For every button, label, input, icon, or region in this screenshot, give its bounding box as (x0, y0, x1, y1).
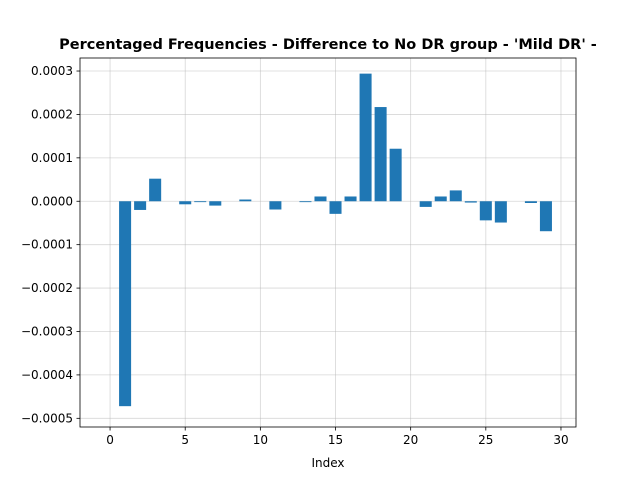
bar (179, 201, 192, 205)
x-tick-label: 0 (106, 433, 114, 447)
bar (314, 196, 327, 202)
bar (434, 196, 447, 202)
bar (419, 201, 432, 207)
y-tick-label: 0.0003 (31, 64, 73, 78)
bar (329, 201, 342, 214)
y-tick-label: −0.0001 (21, 238, 73, 252)
plot-frame (79, 57, 577, 428)
bar (239, 199, 252, 202)
chart-title: Percentaged Frequencies - Difference to … (59, 37, 597, 53)
y-tick-label: −0.0005 (21, 411, 73, 425)
bar (374, 107, 387, 202)
x-tick-label: 30 (553, 433, 568, 447)
bar (449, 190, 462, 202)
y-tick-label: 0.0001 (31, 151, 73, 165)
bar (464, 201, 477, 203)
x-tick-label: 15 (328, 433, 343, 447)
x-tick-label: 25 (478, 433, 493, 447)
bar (344, 196, 357, 202)
y-tick-label: −0.0002 (21, 281, 73, 295)
bar (149, 178, 162, 202)
bars (119, 73, 552, 407)
y-tick-label: −0.0003 (21, 324, 73, 338)
y-tick-label: 0.0002 (31, 107, 73, 121)
y-tick-label: −0.0004 (21, 368, 73, 382)
bar (209, 201, 222, 206)
x-axis-ticks: 0 5 10 15 20 25 30 (106, 427, 569, 447)
x-tick-label: 10 (253, 433, 268, 447)
grid-lines (80, 58, 576, 427)
bar (269, 201, 282, 210)
bar (194, 201, 207, 203)
bar (299, 201, 312, 203)
bar (479, 201, 492, 221)
x-axis-label: Index (311, 456, 344, 470)
bar (539, 201, 552, 232)
y-axis-ticks: −0.0005 −0.0004 −0.0003 −0.0002 −0.0001 0.000… (21, 64, 80, 425)
y-tick-label: 0.0000 (31, 194, 73, 208)
bar (134, 201, 147, 210)
bar (389, 148, 402, 202)
x-tick-label: 5 (181, 433, 189, 447)
x-tick-label: 20 (403, 433, 418, 447)
bar (119, 201, 132, 407)
bar (524, 201, 537, 203)
bar (359, 73, 372, 202)
bar (494, 201, 507, 223)
